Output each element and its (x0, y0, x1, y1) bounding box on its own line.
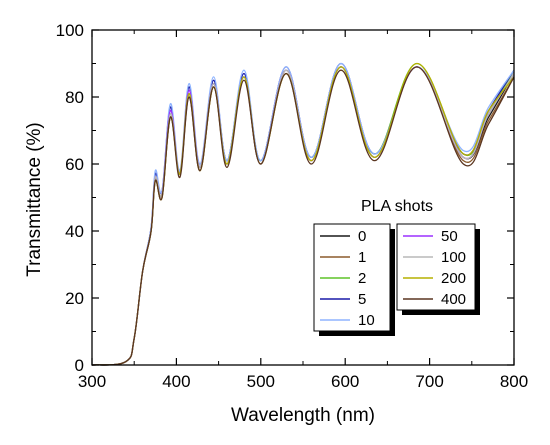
x-tick-label: 500 (247, 372, 275, 391)
x-tick-label: 400 (162, 372, 190, 391)
series-line-400 (91, 66, 515, 366)
series-line-50 (91, 66, 515, 366)
y-tick-label: 20 (65, 289, 84, 308)
legend-label: 5 (358, 291, 366, 308)
legend-label: 2 (358, 270, 366, 287)
legend-label: 200 (441, 270, 466, 287)
y-tick-label: 60 (65, 155, 84, 174)
series-layer (91, 62, 515, 366)
series-line-2 (91, 62, 515, 366)
legend-label: 10 (358, 312, 375, 329)
y-tick-label: 100 (56, 21, 84, 40)
axes-layer: 300 400 500 600 700 800020406080100Wavelength… (24, 21, 528, 426)
legend-label: 1 (358, 249, 366, 266)
series-line-0 (91, 66, 515, 366)
legend-title: PLA shots (361, 198, 433, 215)
y-tick-label: 80 (65, 88, 84, 107)
series-line-1 (91, 66, 515, 366)
series-line-100 (91, 66, 515, 366)
legend-label: 100 (441, 249, 466, 266)
x-tick-label: 300 (78, 372, 106, 391)
x-tick-label: 800 (500, 372, 528, 391)
legend-label: 400 (441, 291, 466, 308)
x-axis-title: Wavelength (nm) (231, 405, 375, 426)
legend-label: 0 (358, 228, 366, 245)
y-tick-label: 0 (75, 356, 84, 375)
x-tick-label: 600 (331, 372, 359, 391)
legend: PLA shots 0 1 2 5 10 50 100 200 400 (313, 198, 480, 336)
series-line-10 (91, 62, 515, 366)
y-axis-title: Transmittance (%) (24, 122, 45, 277)
series-line-5 (91, 62, 515, 366)
x-tick-label: 700 (415, 372, 443, 391)
y-tick-label: 40 (65, 222, 84, 241)
series-line-200 (91, 62, 515, 366)
legend-label: 50 (441, 228, 458, 245)
legend-box (396, 223, 476, 311)
